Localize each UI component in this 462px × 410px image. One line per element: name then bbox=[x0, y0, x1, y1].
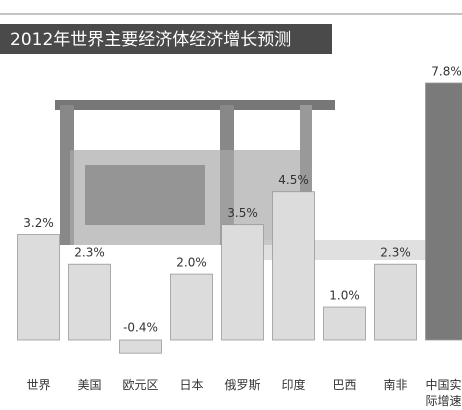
value-label: 3.5% bbox=[227, 206, 258, 220]
bar bbox=[323, 306, 366, 341]
bar bbox=[272, 191, 315, 341]
value-label: 2.3% bbox=[74, 246, 105, 260]
value-label: 7.8% bbox=[431, 65, 462, 79]
bar bbox=[374, 263, 417, 341]
x-tick-label: 欧元区 bbox=[122, 378, 159, 392]
x-tick-label: 日本 bbox=[179, 378, 204, 392]
value-label: 2.3% bbox=[380, 246, 411, 260]
x-tick-label: 俄罗斯 bbox=[224, 378, 261, 392]
chart-title: 2012年世界主要经济体经济增长预测 bbox=[10, 30, 291, 50]
bar bbox=[221, 224, 264, 341]
x-tick-label: 巴西 bbox=[332, 378, 357, 392]
bar bbox=[425, 82, 462, 341]
value-label: 4.5% bbox=[278, 173, 309, 187]
x-tick-label: 美国 bbox=[77, 378, 102, 392]
value-label: 1.0% bbox=[329, 289, 360, 303]
x-tick-label: 中国实际增速 bbox=[425, 378, 462, 408]
value-label: -0.4% bbox=[123, 321, 158, 335]
title-banner bbox=[0, 24, 332, 54]
bar bbox=[17, 234, 60, 341]
bar bbox=[68, 263, 111, 341]
value-label: 3.2% bbox=[23, 216, 54, 230]
bar bbox=[119, 339, 162, 354]
x-tick-label: 印度 bbox=[281, 378, 306, 392]
x-tick-label: 世界 bbox=[26, 378, 51, 392]
x-tick-label: 南非 bbox=[383, 378, 408, 392]
value-label: 2.0% bbox=[176, 256, 207, 270]
bar bbox=[170, 273, 213, 341]
